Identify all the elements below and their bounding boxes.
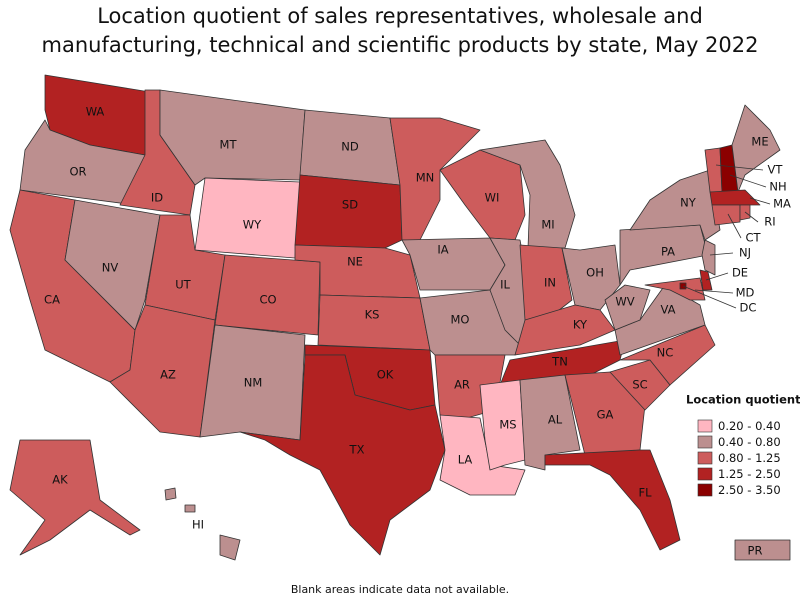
state-label: AZ [160,368,176,382]
state-label: MA [773,197,791,211]
state-label: SC [632,378,647,392]
legend-label: 0.20 - 0.40 [718,419,781,433]
state-label: NE [347,255,363,269]
state-label: NJ [739,246,751,260]
state [439,414,526,496]
state [64,199,161,331]
state [604,284,651,331]
state-label: CO [259,293,276,307]
state [294,174,403,249]
state-label: PA [661,245,675,259]
state [389,117,481,241]
state-label: TX [349,443,365,457]
map-title: Location quotient of sales representativ… [41,4,759,57]
state [564,371,646,456]
legend-title: Location quotient [686,393,800,407]
leader-line [744,211,759,223]
state-label: WY [243,218,262,232]
state [644,277,706,301]
leader-line [727,213,742,239]
legend-swatch [697,435,713,449]
state [439,149,526,241]
leader-line [682,285,737,309]
state-label: OK [377,368,394,382]
state [109,304,216,438]
legend-swatch [697,483,713,497]
state-label: GA [597,408,614,422]
state-label: MS [499,418,516,432]
state-label: PR [748,544,763,558]
state [701,239,716,276]
leader-line [749,197,771,205]
legend-swatch [697,451,713,465]
state [709,189,761,206]
state-label: WV [615,295,634,309]
state-label: AL [548,413,563,427]
state-label: AR [454,378,470,392]
state-label: VT [768,163,784,177]
state [544,449,681,551]
footnote: Blank areas indicate data not available. [290,583,510,596]
state-label: MD [736,286,755,300]
state-label: ID [151,191,163,205]
leader-line [715,164,764,171]
state-label: IL [500,278,510,292]
state-label: ME [751,135,768,149]
state-label: OR [69,165,86,179]
state [239,354,446,556]
state-label: KS [365,308,380,322]
state-label: FL [638,486,652,500]
state-label: RI [764,215,775,229]
state-label: TN [551,355,568,369]
leader-line [705,272,729,281]
state [734,539,791,561]
state-label: OH [586,266,604,280]
state-label: ND [341,140,359,154]
legend-label: 0.40 - 0.80 [718,435,781,449]
state [499,339,626,386]
state-label: HI [192,518,204,532]
state [711,204,741,226]
state-label: DE [732,266,748,280]
state-label: IA [437,243,448,257]
legend-label: 1.25 - 2.50 [718,467,781,481]
leader-line [709,252,734,256]
state-label: NV [102,261,119,275]
leader-line [694,289,734,294]
state-label: WI [485,191,500,205]
state-label: MO [451,313,470,327]
state [9,439,141,556]
legend-swatch [697,467,713,481]
state-label: IN [544,276,556,290]
state-label: SD [342,198,358,212]
state [317,294,431,351]
state-label: AK [52,473,68,487]
leader-line [729,174,767,188]
state [619,324,716,386]
state-label: NM [244,376,263,390]
state [401,237,506,291]
state-label: UT [175,278,191,292]
state-label: MI [541,218,554,232]
state-label: NC [657,346,674,360]
state-label: LA [458,453,473,467]
state-label: KY [573,318,588,332]
state-label: MT [220,138,238,152]
state-label: MN [416,171,435,185]
state-label: NY [680,196,697,210]
state-label: WA [86,105,105,119]
legend-label: 2.50 - 3.50 [718,483,781,497]
state-label: CT [745,231,761,245]
state-label: CA [44,293,60,307]
state-label: VA [661,303,676,317]
state-label: DC [740,301,757,315]
state-label: NH [769,180,786,194]
legend-swatch [697,419,713,433]
state [164,487,241,561]
legend-label: 0.80 - 1.25 [718,451,781,465]
